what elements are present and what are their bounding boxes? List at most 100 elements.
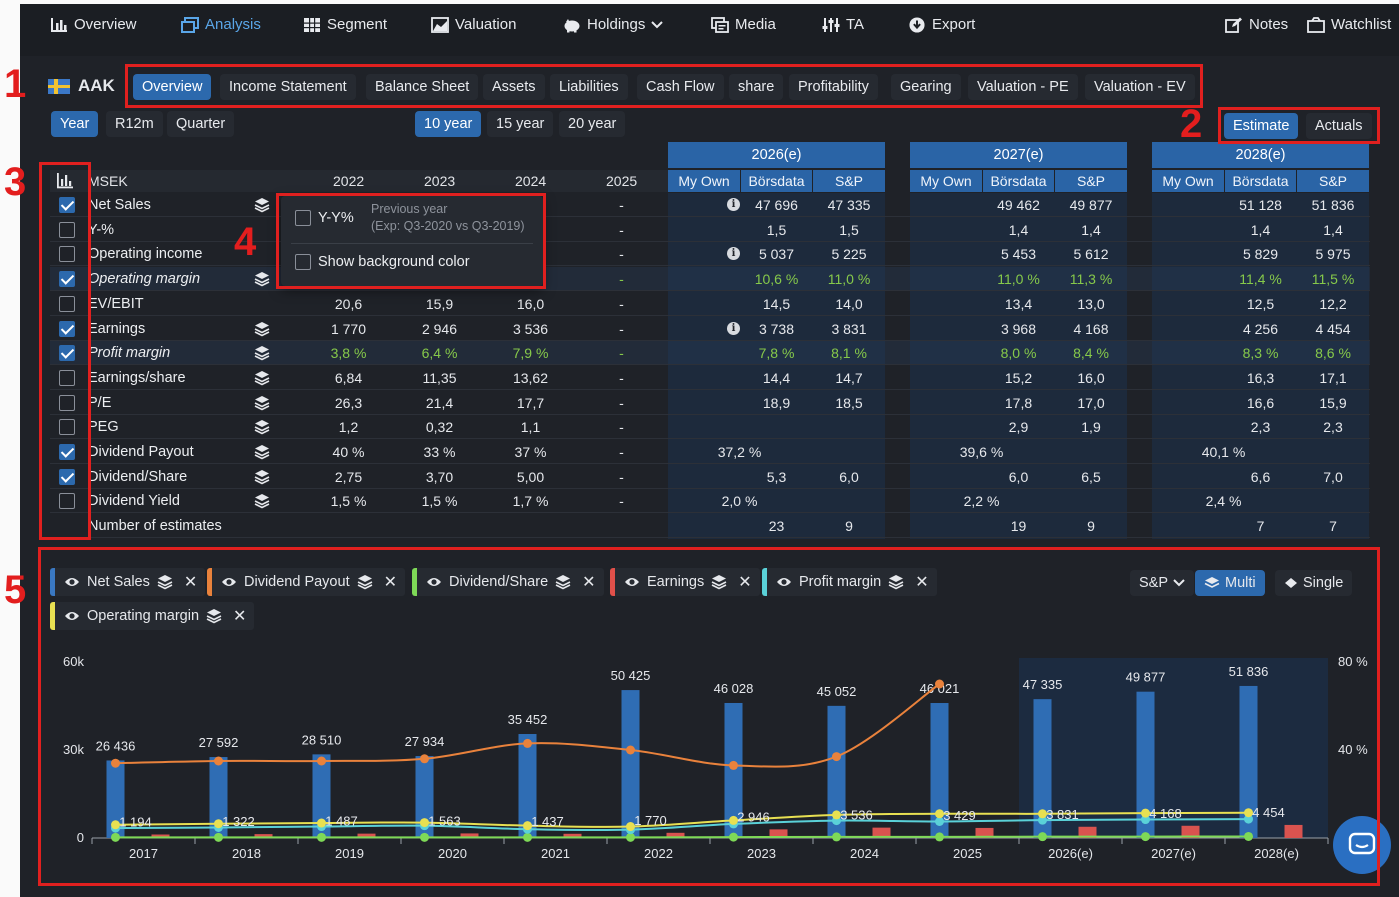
tab-assets[interactable]: Assets <box>483 74 545 100</box>
table-cell <box>910 341 982 365</box>
actuals-button[interactable]: Actuals <box>1306 113 1372 139</box>
nav-holdings[interactable]: Holdings <box>563 16 664 33</box>
tab-valuation-ev[interactable]: Valuation - EV <box>1085 74 1195 100</box>
nav-overview[interactable]: Overview <box>50 16 137 33</box>
series-chip[interactable]: Earnings ✕ <box>610 568 760 596</box>
multi-button[interactable]: Multi <box>1195 570 1265 596</box>
table-cell <box>1297 440 1369 464</box>
layers-icon[interactable] <box>254 370 270 386</box>
layers-icon[interactable] <box>711 574 727 590</box>
nav-watchlist[interactable]: Watchlist <box>1307 16 1391 33</box>
nav-notes[interactable]: Notes <box>1225 16 1288 33</box>
row-checkbox[interactable] <box>59 493 75 509</box>
layers-icon[interactable] <box>254 493 270 509</box>
range-15-year-button[interactable]: 15 year <box>487 111 554 137</box>
row-checkbox[interactable] <box>59 296 75 312</box>
single-button[interactable]: Single <box>1275 570 1353 596</box>
row-checkbox[interactable] <box>59 246 75 262</box>
row-checkbox[interactable] <box>59 395 75 411</box>
nav-ta[interactable]: TA <box>822 16 864 33</box>
period-r12m-button[interactable]: R12m <box>106 111 163 137</box>
layers-icon[interactable] <box>254 469 270 485</box>
series-point <box>935 832 944 842</box>
info-icon[interactable]: i <box>727 247 740 260</box>
row-checkbox[interactable] <box>59 469 75 485</box>
tab-income-statement[interactable]: Income Statement <box>220 74 356 100</box>
series-chip[interactable]: Net Sales ✕ <box>50 568 206 596</box>
row-checkbox[interactable] <box>59 321 75 337</box>
series-point <box>420 832 429 842</box>
bar-net-sales <box>1136 691 1155 838</box>
eye-icon[interactable] <box>64 610 80 622</box>
layers-icon[interactable] <box>206 608 222 624</box>
close-icon[interactable]: ✕ <box>383 574 397 591</box>
tab-share[interactable]: share <box>729 74 784 100</box>
tab-cash-flow[interactable]: Cash Flow <box>637 74 724 100</box>
close-icon[interactable]: ✕ <box>582 574 596 591</box>
close-icon[interactable]: ✕ <box>738 574 752 591</box>
tab-balance-sheet[interactable]: Balance Sheet <box>366 74 479 100</box>
nav-export[interactable]: Export <box>908 16 975 33</box>
close-icon[interactable]: ✕ <box>233 608 247 625</box>
bg-color-checkbox[interactable] <box>295 254 311 270</box>
tab-gearing[interactable]: Gearing <box>891 74 961 100</box>
eye-icon[interactable] <box>776 576 792 588</box>
layers-icon[interactable] <box>555 574 571 590</box>
layers-icon[interactable] <box>254 271 270 287</box>
eye-icon[interactable] <box>64 576 80 588</box>
row-checkbox[interactable] <box>59 197 75 213</box>
chat-button[interactable] <box>1333 816 1391 874</box>
series-chip[interactable]: Operating margin ✕ <box>50 602 255 630</box>
nav-analysis[interactable]: Analysis <box>181 16 261 33</box>
table-cell <box>1152 292 1224 316</box>
series-chip[interactable]: Dividend/Share ✕ <box>412 568 604 596</box>
info-icon[interactable]: i <box>727 322 740 335</box>
nav-media[interactable]: Media <box>711 16 776 33</box>
eye-icon[interactable] <box>624 576 640 588</box>
layers-icon[interactable] <box>254 444 270 460</box>
tab-liabilities[interactable]: Liabilities <box>550 74 628 100</box>
nav-valuation[interactable]: Valuation <box>431 16 516 33</box>
layers-icon[interactable] <box>157 574 173 590</box>
period-year-button[interactable]: Year <box>51 111 99 137</box>
row-checkbox[interactable] <box>59 345 75 361</box>
tab-profitability[interactable]: Profitability <box>789 74 878 100</box>
row-checkbox[interactable] <box>59 370 75 386</box>
table-cell: 1,4 <box>1081 222 1101 238</box>
period-quarter-button[interactable]: Quarter <box>167 111 235 137</box>
layers-icon[interactable] <box>254 345 270 361</box>
row-checkbox[interactable] <box>59 271 75 287</box>
tab-valuation-pe[interactable]: Valuation - PE <box>968 74 1078 100</box>
layers-icon[interactable] <box>254 321 270 337</box>
close-icon[interactable]: ✕ <box>915 574 929 591</box>
eye-icon[interactable] <box>426 576 442 588</box>
table-cell <box>668 391 740 415</box>
yy-checkbox[interactable] <box>295 210 311 226</box>
yy-hint: Previous year <box>371 202 448 216</box>
eye-icon[interactable] <box>221 576 237 588</box>
info-icon[interactable]: i <box>727 198 740 211</box>
range-10-year-button[interactable]: 10 year <box>415 111 482 137</box>
chart-toggle-icon[interactable] <box>56 172 74 189</box>
layers-icon[interactable] <box>357 574 373 590</box>
tab-overview[interactable]: Overview <box>133 74 212 100</box>
table-cell: 18,5 <box>835 395 863 411</box>
layers-icon[interactable] <box>888 574 904 590</box>
series-chip[interactable]: Dividend Payout ✕ <box>207 568 405 596</box>
table-cell: 15,9 <box>1319 395 1347 411</box>
range-20-year-button[interactable]: 20 year <box>559 111 626 137</box>
estimate-button[interactable]: Estimate <box>1224 113 1299 139</box>
table-cell: 7,8 % <box>758 345 795 361</box>
close-icon[interactable]: ✕ <box>183 574 198 591</box>
layers-icon[interactable] <box>254 395 270 411</box>
source-dropdown[interactable]: S&P <box>1130 570 1195 596</box>
row-checkbox[interactable] <box>59 222 75 238</box>
row-checkbox[interactable] <box>59 419 75 435</box>
table-cell: 19 <box>1010 518 1027 534</box>
series-chip[interactable]: Profit margin ✕ <box>762 568 937 596</box>
table-cell <box>1152 317 1224 341</box>
layers-icon[interactable] <box>254 197 270 213</box>
nav-segment[interactable]: Segment <box>303 16 387 33</box>
row-checkbox[interactable] <box>59 444 75 460</box>
layers-icon[interactable] <box>254 419 270 435</box>
